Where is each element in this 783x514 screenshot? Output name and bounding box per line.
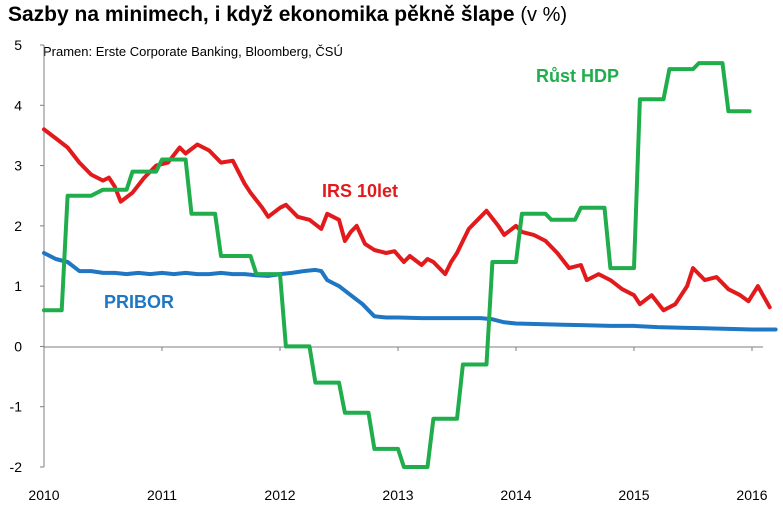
chart-title-text: Sazby na minimech, i když ekonomika pěkn… — [8, 3, 515, 26]
y-tick-label: -1 — [10, 399, 23, 415]
hdp-series-label: Růst HDP — [536, 66, 619, 86]
x-tick-label: 2010 — [28, 487, 59, 503]
x-tick-label: 2014 — [500, 487, 531, 503]
y-tick-label: 3 — [14, 158, 22, 174]
x-tick-label: 2016 — [736, 487, 767, 503]
y-tick-label: 4 — [14, 97, 22, 113]
y-tick-label: 1 — [14, 278, 22, 294]
series-line-irs-10let — [42, 127, 772, 313]
y-tick-label: 2 — [14, 218, 22, 234]
y-tick-label: 5 — [14, 37, 22, 53]
series-line-pribor — [42, 251, 778, 332]
y-tick-group: 5 4 3 2 1 0 -1 -2 — [10, 37, 44, 475]
x-tick-label: 2015 — [618, 487, 649, 503]
x-tick-label: 2012 — [264, 487, 295, 503]
x-tick-label: 2013 — [382, 487, 413, 503]
x-tick-group: 2010 2011 2012 2013 2014 2015 2016 — [28, 347, 768, 503]
chart-title: Sazby na minimech, i když ekonomika pěkn… — [8, 3, 567, 27]
series-line-r-st-hdp — [42, 61, 752, 469]
series-group — [42, 61, 778, 469]
irs-series-label: IRS 10let — [322, 181, 398, 201]
chart-source: Pramen: Erste Corporate Banking, Bloombe… — [43, 44, 343, 59]
chart-title-unit: (v %) — [520, 4, 568, 26]
pribor-series-label: PRIBOR — [104, 292, 174, 312]
y-tick-label: -2 — [10, 459, 23, 475]
y-tick-label: 0 — [14, 338, 22, 354]
x-tick-label: 2011 — [147, 487, 177, 503]
